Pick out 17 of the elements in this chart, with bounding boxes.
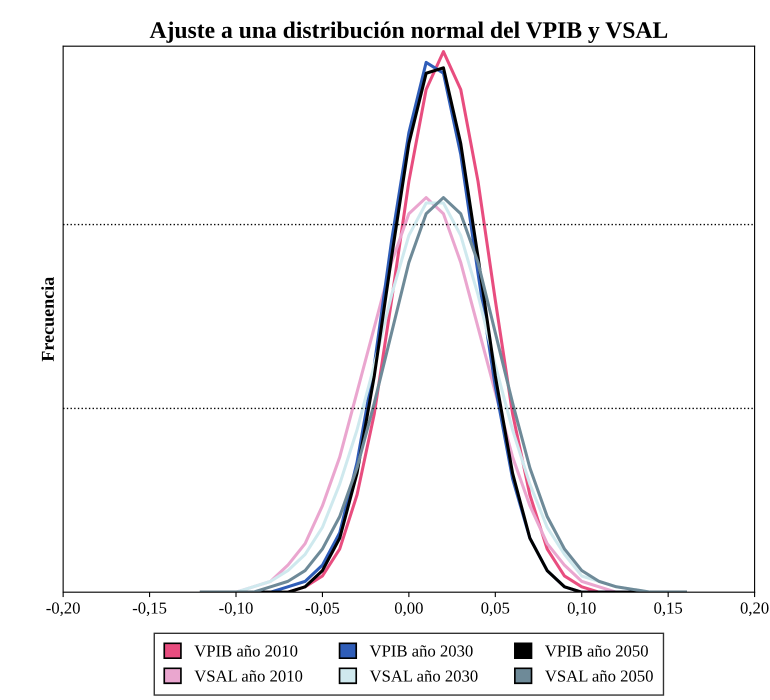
x-tick-label: -0,10	[219, 602, 253, 616]
x-tick-label: 0,05	[481, 602, 510, 616]
x-tick-label: -0,05	[306, 602, 340, 616]
x-tick-label: 0,15	[654, 602, 682, 616]
legend-label: VPIB año 2030	[370, 645, 473, 657]
legend-label: VSAL año 2050	[545, 670, 653, 682]
x-tick-label: 0,20	[740, 602, 769, 616]
y-axis-title: Frecuencia	[41, 277, 54, 362]
x-tick-label: -0,20	[46, 602, 80, 616]
legend-label: VSAL año 2010	[194, 670, 302, 682]
legend-label: VPIB año 2050	[545, 645, 648, 657]
x-tick-label: 0,10	[568, 602, 596, 616]
x-tick-label: 0,00	[394, 602, 423, 616]
x-tick-label: -0,15	[132, 602, 166, 616]
legend-label: VPIB año 2010	[194, 645, 298, 657]
legend-label: VSAL año 2030	[370, 670, 478, 682]
chart-title: Ajuste a una distribución normal del VPIB y VSAL	[150, 21, 668, 43]
